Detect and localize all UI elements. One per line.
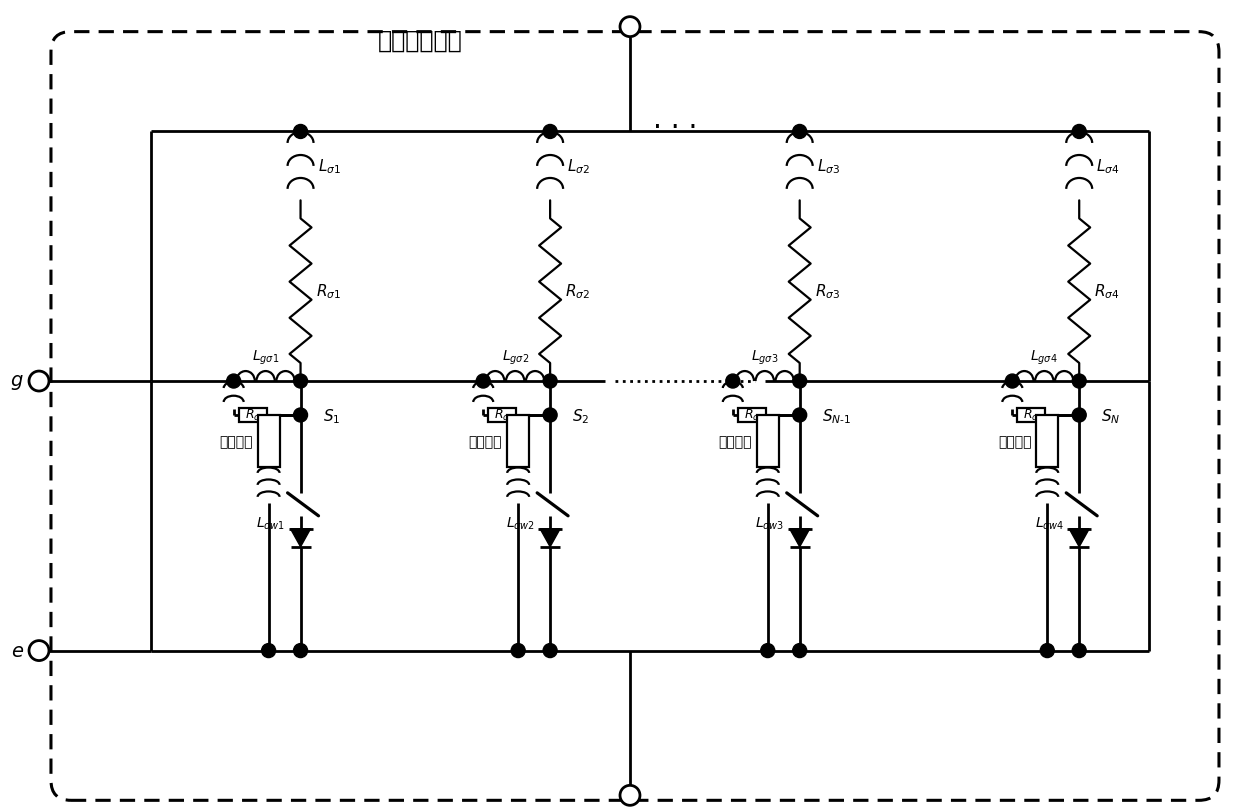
Circle shape [1041,644,1054,658]
Circle shape [620,785,641,805]
Circle shape [1072,375,1087,388]
Text: $L_{g\sigma2}$: $L_{g\sigma2}$ [502,349,529,367]
Text: $L_{g\sigma1}$: $L_{g\sigma1}$ [252,349,279,367]
Polygon shape [291,529,311,547]
Text: $L_{\sigma w1}$: $L_{\sigma w1}$ [256,515,285,531]
Text: $S_{2}$: $S_{2}$ [572,407,590,426]
Polygon shape [789,529,809,547]
Circle shape [793,644,807,658]
Text: $L_{\sigma2}$: $L_{\sigma2}$ [567,157,590,176]
Circle shape [28,641,50,661]
Circle shape [1005,375,1020,388]
Text: $L_{\sigma w4}$: $L_{\sigma w4}$ [1035,515,1064,531]
Circle shape [1072,126,1087,139]
Text: $S_{1}$: $S_{1}$ [322,407,339,426]
Text: 热敏元件: 热敏元件 [719,435,752,448]
Text: $L_{\sigma4}$: $L_{\sigma4}$ [1097,157,1120,176]
Text: $R_g$: $R_g$ [743,407,760,424]
Text: 功率器件模块: 功率器件模块 [378,28,462,53]
Circle shape [793,409,807,423]
Circle shape [294,375,307,388]
Text: 热敏元件: 热敏元件 [997,435,1031,448]
Circle shape [543,644,558,658]
Bar [507,415,529,467]
Circle shape [543,409,558,423]
Text: 热敏元件: 热敏元件 [219,435,253,448]
Circle shape [620,18,641,37]
Polygon shape [1069,529,1089,547]
Bar [757,415,779,467]
Text: $R_g$: $R_g$ [1023,407,1040,424]
Text: $R_{\sigma3}$: $R_{\sigma3}$ [815,282,840,301]
Text: $S_{N\text{-}1}$: $S_{N\text{-}1}$ [821,407,851,426]
Text: $e$: $e$ [11,642,24,660]
Text: $R_g$: $R_g$ [244,407,260,424]
Polygon shape [540,529,560,547]
Text: · · ·: · · · [653,114,698,142]
Text: $g$: $g$ [10,372,24,391]
Text: $L_{\sigma1}$: $L_{\sigma1}$ [317,157,341,176]
Bar [1017,409,1046,423]
Text: $L_{\sigma w3}$: $L_{\sigma w3}$ [755,515,784,531]
Circle shape [261,644,275,658]
Circle shape [1072,644,1087,658]
Circle shape [726,375,740,388]
Circle shape [793,375,807,388]
Text: $R_{\sigma1}$: $R_{\sigma1}$ [316,282,341,301]
Circle shape [28,371,50,392]
Circle shape [543,126,558,139]
Circle shape [543,375,558,388]
Circle shape [294,644,307,658]
Bar [488,409,517,423]
Text: $L_{\sigma w2}$: $L_{\sigma w2}$ [506,515,535,531]
Text: $L_{g\sigma3}$: $L_{g\sigma3}$ [751,349,778,367]
Circle shape [761,644,774,658]
Circle shape [294,126,307,139]
Circle shape [793,126,807,139]
Circle shape [476,375,491,388]
Text: 热敏元件: 热敏元件 [468,435,502,448]
Text: $R_{\sigma2}$: $R_{\sigma2}$ [565,282,590,301]
Circle shape [512,644,525,658]
Text: $S_{N}$: $S_{N}$ [1101,407,1120,426]
Text: $L_{\sigma3}$: $L_{\sigma3}$ [817,157,840,176]
Text: $R_{\sigma4}$: $R_{\sigma4}$ [1094,282,1120,301]
Bar [1036,415,1058,467]
Bar [239,409,266,423]
Bar [258,415,280,467]
Text: $L_{g\sigma4}$: $L_{g\sigma4}$ [1031,349,1058,367]
Circle shape [294,409,307,423]
Bar [737,409,766,423]
Text: $R_g$: $R_g$ [494,407,510,424]
Circle shape [227,375,240,388]
Circle shape [1072,409,1087,423]
